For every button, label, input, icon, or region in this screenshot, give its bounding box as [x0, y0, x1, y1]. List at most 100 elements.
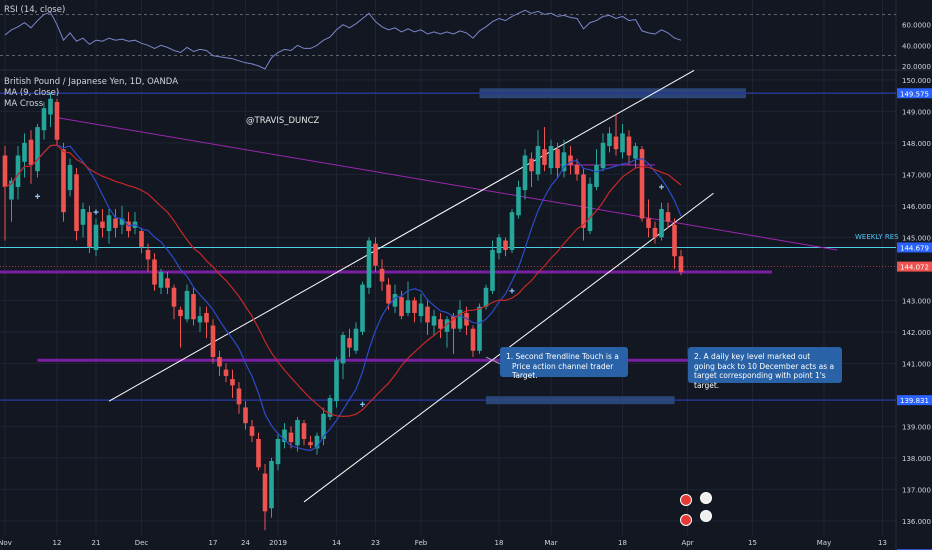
- author-watermark: @TRAVIS_DUNCZ: [246, 116, 320, 126]
- annotation-note-2[interactable]: 2. A daily key level marked out going ba…: [688, 347, 842, 390]
- weekly-res-label: WEEKLY RES: [855, 233, 899, 241]
- time-tick-label: 21: [92, 539, 101, 547]
- candle-body: [620, 133, 625, 153]
- candle-body: [464, 312, 469, 326]
- price-badge-label: 144.072: [900, 264, 929, 272]
- time-tick-label: May: [817, 539, 831, 547]
- horizontal-levels: [0, 88, 896, 405]
- annotation-note-1[interactable]: 1. Second Trendline Touch is a Price act…: [500, 347, 628, 380]
- rsi-line: [4, 9, 682, 70]
- candle-body: [288, 432, 294, 443]
- emoji-reaction-icon: [700, 510, 712, 522]
- price-tick-label: 146.000: [902, 203, 931, 211]
- candle-body: [425, 306, 430, 323]
- candle-body: [28, 139, 34, 165]
- time-tick-label: Dec: [135, 539, 149, 547]
- candle-body: [392, 294, 398, 307]
- rsi-label[interactable]: RSI (14, close): [4, 5, 66, 15]
- candle-body: [490, 249, 495, 291]
- candlestick-series[interactable]: [2, 92, 684, 531]
- price-tick-label: 141.000: [902, 360, 931, 368]
- candle-body: [15, 155, 21, 187]
- candle-body: [360, 284, 365, 332]
- candle-body: [516, 186, 521, 216]
- price-tick-label: 149.000: [902, 108, 931, 116]
- note-2-line-1: 2. A daily key level marked out: [694, 352, 811, 361]
- candle-body: [600, 142, 606, 169]
- time-axis[interactable]: Nov 12 21 Dec 17 24 2019 14 23 Feb 18 Mar 18 Apr 15 May…: [0, 539, 887, 547]
- candle-body: [678, 256, 684, 273]
- candle-body: [119, 218, 125, 225]
- candle-body: [262, 473, 268, 512]
- candle-body: [613, 136, 619, 150]
- emoji-reaction-icon: [700, 492, 712, 504]
- price-tick-label: 143.000: [902, 297, 931, 305]
- candle-body: [646, 218, 651, 228]
- time-tick-label: Nov: [0, 539, 12, 547]
- candle-body: [535, 146, 541, 175]
- ma-9-label[interactable]: MA (9, close): [4, 88, 60, 98]
- price-tick-label: 145.000: [902, 234, 931, 242]
- note-2-line-2: going back to 10 December acts as a: [694, 361, 835, 371]
- candle-body: [366, 240, 372, 288]
- candle-body: [418, 303, 424, 317]
- candle-body: [93, 224, 99, 250]
- time-tick-label: 15: [748, 539, 757, 547]
- ma-cross-label[interactable]: MA Cross: [4, 99, 44, 109]
- channel-upper-line: [108, 69, 695, 402]
- candle-body: [438, 319, 443, 329]
- price-tick-label: 148.000: [902, 140, 931, 148]
- candle-body: [87, 212, 92, 247]
- candle-body: [217, 357, 222, 367]
- time-tick-label: 12: [53, 539, 62, 547]
- rsi-tick-label: 20.0000: [902, 63, 931, 71]
- price-tick-label: 137.000: [902, 486, 931, 494]
- candle-body: [139, 231, 144, 247]
- price-tick-label: 150.000: [902, 77, 931, 85]
- candle-body: [581, 174, 586, 228]
- candle-body: [529, 158, 534, 172]
- price-tick-label: 136.000: [902, 518, 931, 526]
- candle-body: [204, 312, 209, 323]
- price-badge-label: 144.679: [900, 244, 929, 252]
- candle-body: [639, 149, 645, 219]
- candle-body: [477, 306, 482, 351]
- candle-body: [405, 300, 411, 313]
- time-tick-label: 18: [618, 539, 627, 547]
- candle-body: [210, 325, 216, 358]
- candle-body: [54, 101, 60, 140]
- candle-body: [35, 127, 40, 172]
- candle-body: [275, 438, 281, 465]
- ma-21-line: [4, 144, 682, 418]
- candle-body: [9, 180, 14, 200]
- candle-body: [607, 133, 612, 147]
- candle-body: [652, 227, 658, 238]
- candle-body: [587, 183, 593, 232]
- drawing-toolbar-icons[interactable]: [680, 492, 712, 526]
- candle-body: [100, 221, 105, 228]
- descending-trendline: [56, 117, 838, 251]
- candle-body: [178, 309, 183, 317]
- time-tick-label: 2019: [269, 539, 287, 547]
- time-tick-label: 17: [209, 539, 218, 547]
- candle-body: [184, 290, 190, 320]
- candle-body: [67, 164, 73, 191]
- candle-body: [431, 316, 437, 326]
- candle-body: [633, 146, 638, 159]
- price-badge-label: 149.575: [900, 90, 929, 98]
- symbol-title[interactable]: British Pound / Japanese Yen, 1D, OANDA: [4, 77, 179, 87]
- candle-body: [243, 407, 248, 424]
- candle-body: [340, 334, 346, 364]
- price-axis[interactable]: 150.000 149.000 148.000 147.000 146.000 145.0…: [897, 77, 932, 550]
- candle-body: [236, 388, 242, 405]
- candle-body: [230, 379, 235, 386]
- candle-body: [74, 174, 79, 232]
- candle-body: [561, 152, 567, 172]
- moving-averages: [4, 144, 682, 452]
- candle-body: [145, 249, 151, 260]
- candle-body: [548, 146, 554, 169]
- candle-body: [483, 287, 489, 307]
- time-tick-label: 14: [332, 539, 341, 547]
- price-badge: [897, 261, 932, 272]
